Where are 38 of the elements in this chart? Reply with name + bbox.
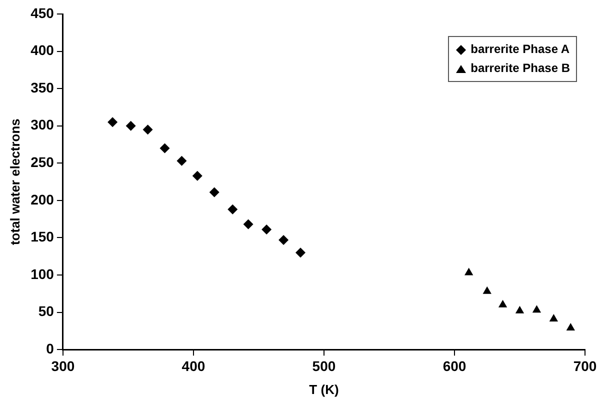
point <box>464 268 474 276</box>
x-tick-label: 400 <box>182 358 206 374</box>
y-tick-label: 150 <box>30 228 54 245</box>
y-tick-label: 350 <box>30 79 54 96</box>
y-tick-label: 200 <box>30 191 54 208</box>
point <box>108 117 118 128</box>
point <box>228 204 238 214</box>
point <box>295 248 306 258</box>
y-tick-label: 300 <box>30 116 54 133</box>
y-tick-label: 450 <box>30 4 54 21</box>
point <box>566 322 575 330</box>
point <box>243 219 254 230</box>
point <box>278 234 289 245</box>
point <box>160 143 170 154</box>
point <box>176 156 187 166</box>
x-axis-title: T (K) <box>309 382 339 397</box>
y-tick-label: 100 <box>30 266 54 282</box>
y-tick-label: 50 <box>38 303 54 320</box>
point <box>549 314 558 322</box>
point <box>532 305 542 313</box>
x-tick-label: 300 <box>51 358 75 374</box>
y-tick-label: 400 <box>30 42 54 58</box>
x-tick-label: 700 <box>573 358 597 374</box>
point <box>192 170 202 181</box>
point <box>498 300 508 308</box>
point <box>482 286 492 294</box>
x-tick-label: 600 <box>442 358 466 374</box>
legend-label: barrerite Phase A <box>470 41 570 58</box>
y-tick-label: 250 <box>30 154 54 170</box>
point <box>262 224 272 235</box>
point <box>515 306 524 314</box>
point <box>142 124 153 135</box>
y-tick-label: 0 <box>46 340 54 356</box>
x-tick-label: 500 <box>312 358 336 374</box>
point <box>126 120 136 131</box>
legend-label: barrerite Phase B <box>470 60 570 77</box>
point <box>209 187 220 198</box>
y-axis-title: total water electrons <box>7 118 22 246</box>
